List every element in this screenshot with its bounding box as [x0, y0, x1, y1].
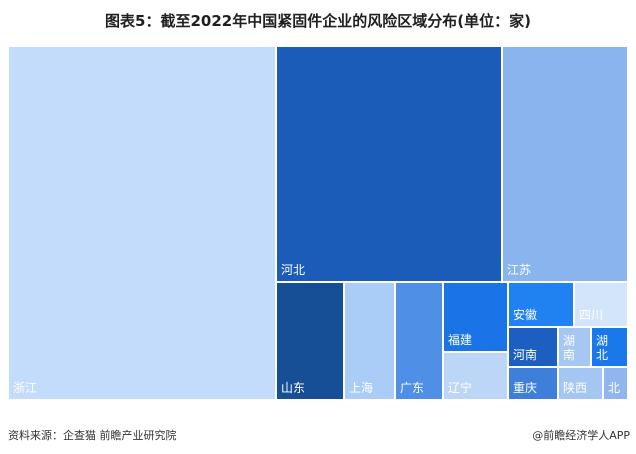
tile-label: 河北 [281, 263, 306, 277]
tile-label: 福建 [448, 333, 473, 347]
treemap-tile: 山东 [276, 282, 344, 400]
treemap-tile: 北 [603, 367, 628, 400]
treemap-tile: 辽宁 [443, 352, 508, 400]
tile-label: 广东 [400, 381, 425, 395]
tile-label: 重庆 [513, 381, 538, 395]
treemap-tile: 江苏 [502, 46, 628, 282]
tile-label: 湖北 [596, 334, 609, 362]
tile-label: 浙江 [13, 381, 38, 395]
tile-label: 北 [608, 381, 621, 395]
treemap-tile: 安徽 [508, 282, 574, 327]
tile-label: 上海 [349, 381, 374, 395]
treemap-tile: 湖南 [558, 327, 591, 367]
tile-label: 辽宁 [448, 381, 473, 395]
treemap-tile: 四川 [574, 282, 628, 327]
tile-label: 河南 [513, 348, 538, 362]
treemap-tile: 广东 [395, 282, 443, 400]
treemap-tile: 重庆 [508, 367, 558, 400]
tile-label: 安徽 [513, 308, 538, 322]
treemap-tile: 河南 [508, 327, 558, 367]
source-note: 资料来源：企查猫 前瞻产业研究院 [8, 429, 177, 442]
treemap-tile: 河北 [276, 46, 502, 282]
tile-label: 陕西 [563, 381, 588, 395]
tile-label: 四川 [579, 308, 604, 322]
brand-credit: @前瞻经济学人APP [532, 429, 630, 442]
treemap-tile: 上海 [344, 282, 395, 400]
tile-label: 江苏 [507, 263, 532, 277]
tile-label: 湖南 [563, 334, 576, 362]
treemap-chart: 浙江 河北 江苏山东 上海 广东 福建辽宁 安徽 四川河南 湖南 湖北重庆 陕西 北 [8, 46, 628, 400]
treemap-tile: 陕西 [558, 367, 603, 400]
treemap-tile: 湖北 [591, 327, 628, 367]
tile-label: 山东 [281, 381, 306, 395]
treemap-tile: 浙江 [8, 46, 276, 400]
chart-title: 图表5：截至2022年中国紧固件企业的风险区域分布(单位：家) [105, 12, 531, 30]
treemap-tile: 福建 [443, 282, 508, 352]
